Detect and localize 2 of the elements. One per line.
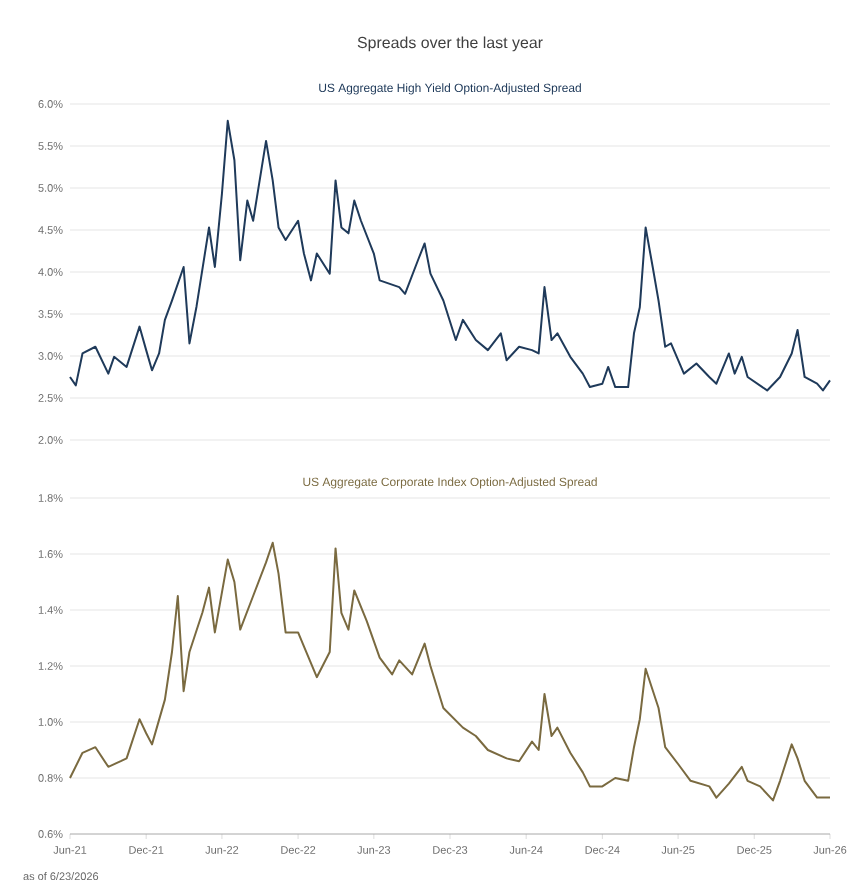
line-series xyxy=(69,541,832,802)
line-series xyxy=(69,119,832,392)
